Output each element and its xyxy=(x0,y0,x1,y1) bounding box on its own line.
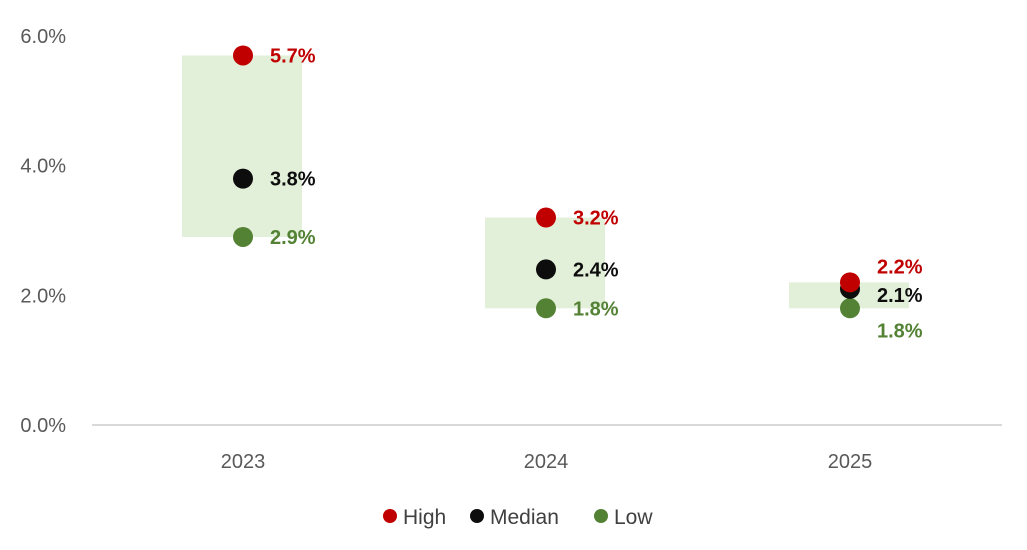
point-high xyxy=(233,45,253,66)
x-tick-label: 2025 xyxy=(828,451,873,473)
data-label-median: 3.8% xyxy=(270,169,316,191)
x-tick-label: 2024 xyxy=(524,451,569,473)
legend-marker-high xyxy=(383,509,397,523)
data-label-median: 2.4% xyxy=(573,259,619,281)
data-label-high: 5.7% xyxy=(270,45,316,67)
point-low xyxy=(233,226,253,247)
y-tick-label: 0.0% xyxy=(20,415,66,437)
legend: High Median Low xyxy=(383,506,653,529)
point-median xyxy=(233,168,253,189)
data-label-low: 2.9% xyxy=(270,227,316,249)
data-label-high: 3.2% xyxy=(573,208,619,230)
y-tick-label: 4.0% xyxy=(20,156,66,178)
point-median xyxy=(536,259,556,280)
y-tick-label: 6.0% xyxy=(20,26,66,48)
point-high xyxy=(536,207,556,228)
point-low xyxy=(840,298,860,319)
data-label-high: 2.2% xyxy=(877,256,923,278)
legend-label-high: High xyxy=(403,506,446,529)
point-low xyxy=(536,298,556,319)
range-band xyxy=(182,55,302,237)
legend-marker-low xyxy=(594,509,608,523)
x-tick-label: 2023 xyxy=(221,451,266,473)
data-labels: 2.9% 1.8% 1.8% 3.8% 2.4% 2.1% 5.7% 3.2% 2.2% xyxy=(270,45,923,342)
legend-label-median: Median xyxy=(490,506,559,529)
data-label-median: 2.1% xyxy=(877,285,923,307)
legend-marker-median xyxy=(470,509,484,523)
y-axis-ticks: 0.0% 2.0% 4.0% 6.0% xyxy=(20,26,66,437)
point-high xyxy=(840,272,860,293)
legend-label-low: Low xyxy=(614,506,653,529)
x-axis-ticks: 2023 2024 2025 xyxy=(221,451,873,473)
data-label-low: 1.8% xyxy=(573,298,619,320)
data-label-low: 1.8% xyxy=(877,320,923,342)
data-points xyxy=(233,45,860,319)
y-tick-label: 2.0% xyxy=(20,285,66,307)
